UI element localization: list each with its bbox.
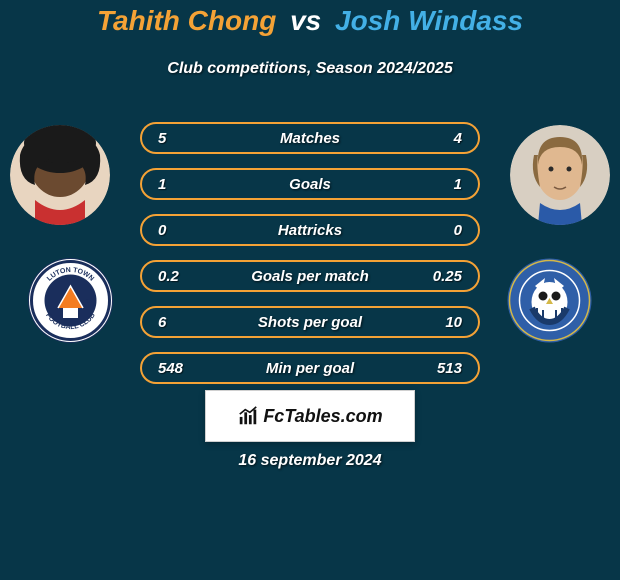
stat-row: 1Goals1 (140, 168, 480, 200)
stat-row: 5Matches4 (140, 122, 480, 154)
club1-crest-icon: LUTON TOWN FOOTBALL CLUB 18 85 (28, 258, 113, 343)
player1-avatar (10, 125, 110, 225)
stat-label: Min per goal (142, 360, 478, 377)
title-player1: Tahith Chong (97, 5, 276, 36)
stat-row: 0Hattricks0 (140, 214, 480, 246)
stat-row: 548Min per goal513 (140, 352, 480, 384)
stat-label: Shots per goal (142, 314, 478, 331)
stat-right-value: 513 (437, 360, 462, 377)
stat-right-value: 4 (454, 130, 462, 147)
svg-text:18: 18 (48, 299, 55, 305)
comparison-infographic: Tahith Chong vs Josh Windass Club compet… (0, 0, 620, 580)
club2-crest (507, 258, 592, 343)
stat-right-value: 10 (445, 314, 462, 331)
title-player2: Josh Windass (335, 5, 523, 36)
club1-crest: LUTON TOWN FOOTBALL CLUB 18 85 (28, 258, 113, 343)
chart-icon (237, 405, 259, 427)
player2-face-icon (510, 125, 610, 225)
stat-label: Goals (142, 176, 478, 193)
stat-right-value: 1 (454, 176, 462, 193)
subtitle: Club competitions, Season 2024/2025 (0, 60, 620, 78)
stat-right-value: 0.25 (433, 268, 462, 285)
stats-panel: 5Matches41Goals10Hattricks00.2Goals per … (140, 122, 480, 398)
stat-label: Goals per match (142, 268, 478, 285)
stat-label: Matches (142, 130, 478, 147)
stat-row: 6Shots per goal10 (140, 306, 480, 338)
club2-crest-icon (507, 258, 592, 343)
stat-row: 0.2Goals per match0.25 (140, 260, 480, 292)
stat-right-value: 0 (454, 222, 462, 239)
source-text: FcTables.com (263, 406, 382, 427)
title-vs: vs (290, 5, 321, 36)
player1-face-icon (10, 125, 110, 225)
title: Tahith Chong vs Josh Windass (0, 5, 620, 37)
stat-label: Hattricks (142, 222, 478, 239)
svg-text:85: 85 (85, 299, 92, 305)
player2-avatar (510, 125, 610, 225)
date-text: 16 september 2024 (0, 452, 620, 470)
source-badge: FcTables.com (205, 390, 415, 442)
